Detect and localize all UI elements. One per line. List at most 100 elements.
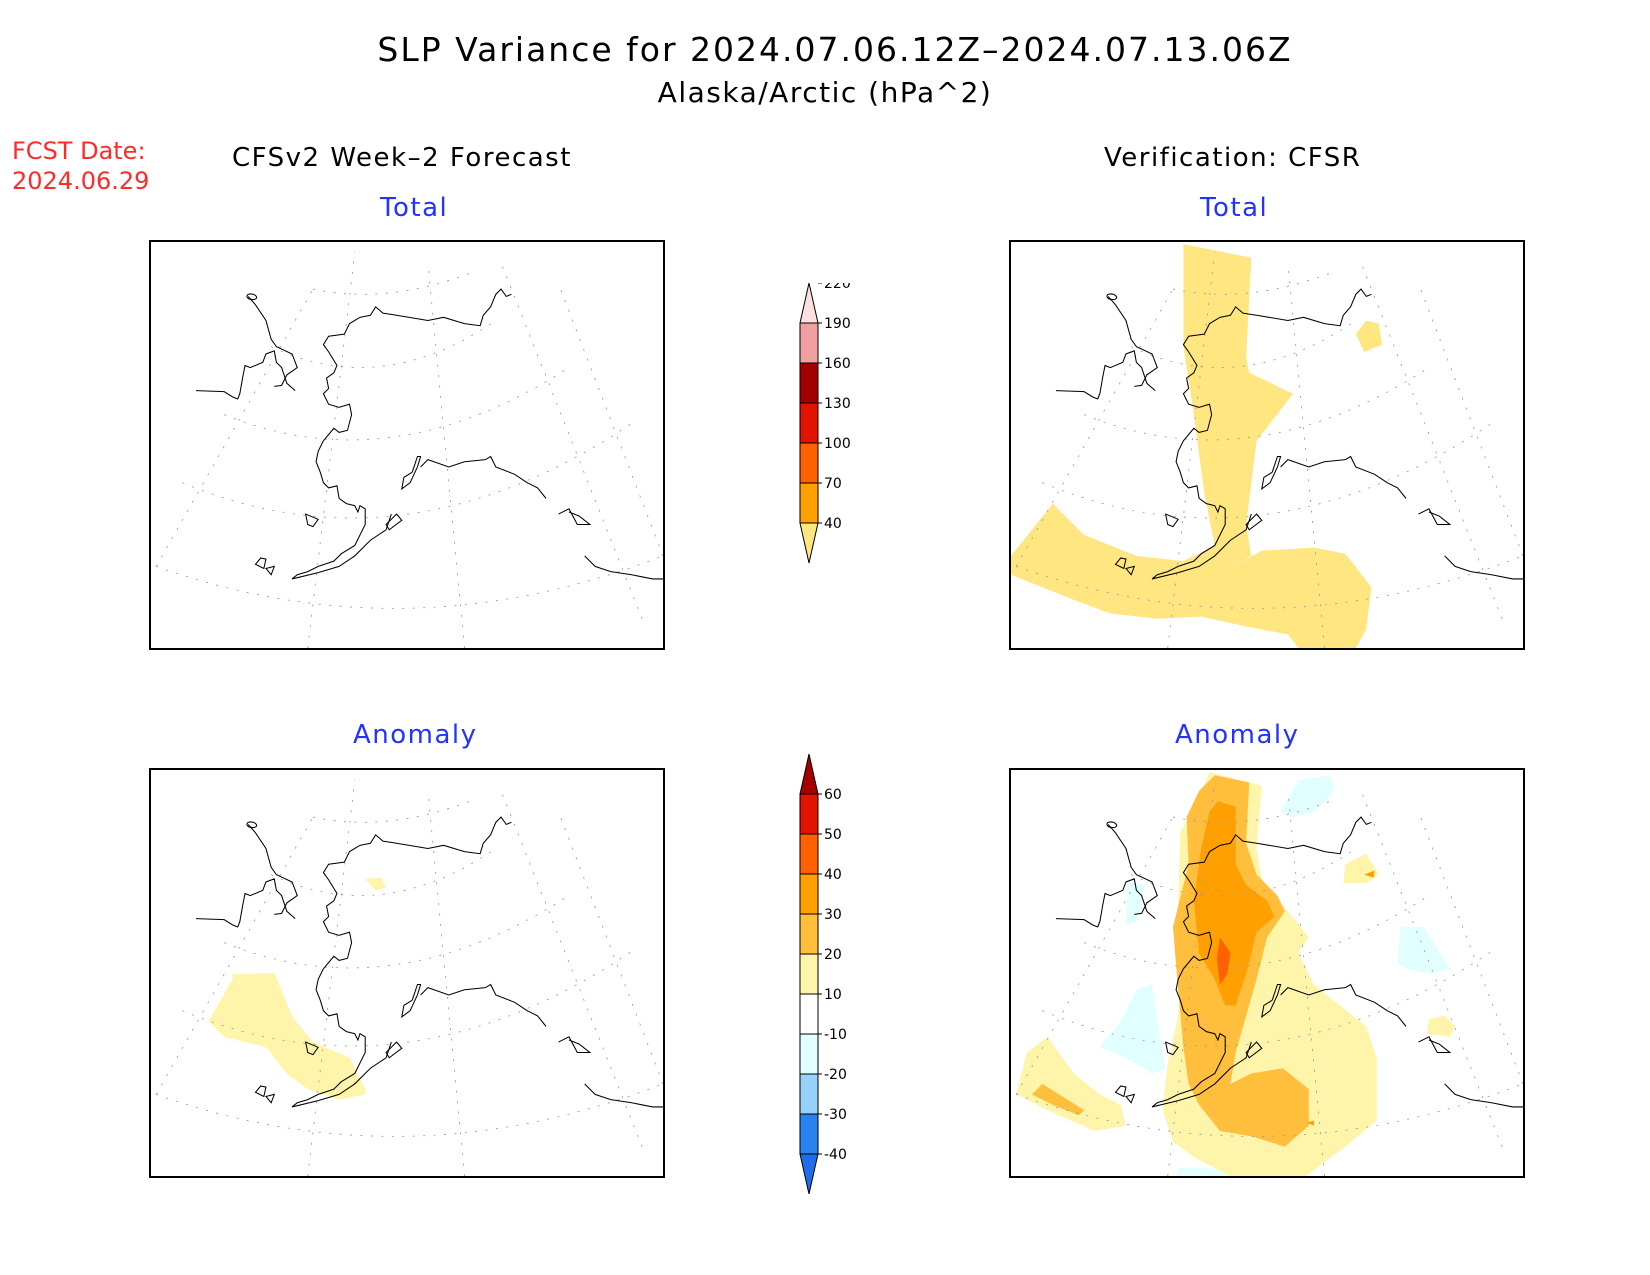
coastline-segment — [1182, 288, 1372, 379]
graticule-line — [1167, 252, 1216, 648]
coastline-segment — [322, 288, 512, 379]
coastline-segment — [195, 350, 296, 400]
coastline-segment — [246, 821, 258, 829]
coastline-segment — [291, 905, 392, 1108]
forecast-date-label: FCST Date: — [12, 137, 146, 165]
graticule-line — [1418, 283, 1523, 557]
contour-40-70 — [1355, 320, 1382, 352]
coastline — [195, 816, 663, 1108]
colorbar-anomaly-segment — [799, 953, 819, 995]
coastline — [1055, 816, 1523, 1108]
graticule-line — [1360, 262, 1503, 619]
coastline-segment — [558, 1036, 592, 1054]
colorbar-total-segment — [799, 442, 819, 484]
graticule-line — [427, 262, 465, 648]
coastline-segment — [1261, 983, 1282, 1019]
map-verification-total — [1011, 244, 1523, 648]
colorbar-anomaly-extend-top — [799, 753, 819, 795]
colorbar-anomaly-segment — [799, 1113, 819, 1155]
colorbar-anomaly-tick-label: 30 — [824, 907, 842, 923]
contour-30-40 — [1306, 1120, 1315, 1126]
coastline-segment — [1125, 1093, 1136, 1104]
colorbar-anomaly-segment — [799, 993, 819, 1035]
coastline-segment — [1151, 377, 1252, 580]
graticule — [155, 252, 663, 648]
colorbar-total-tick-label: 70 — [824, 476, 842, 492]
map-forecast-anomaly — [155, 780, 663, 1176]
colorbar-anomaly-tick-label: 40 — [824, 867, 842, 883]
graticule-line — [1167, 780, 1216, 1176]
coastline-segment — [304, 1041, 319, 1056]
colorbar-anomaly-segment — [799, 873, 819, 915]
graticule-line — [1287, 790, 1325, 1176]
contour-neg10-20 — [1099, 984, 1166, 1074]
colorbar-anomaly-segment — [799, 1033, 819, 1075]
colorbar-anomaly-extend-bottom — [799, 1153, 819, 1195]
graticule-line — [312, 800, 470, 823]
shading — [1011, 244, 1382, 648]
coastline-segment — [1106, 293, 1118, 301]
graticule-line — [223, 367, 570, 441]
graticule-line — [1015, 816, 1174, 1095]
graticule-line — [223, 895, 570, 969]
coastline-segment — [1106, 821, 1118, 829]
coastline-segment — [1055, 350, 1156, 400]
graticule-line — [1042, 419, 1498, 519]
colorbar-total-tick-label: 130 — [824, 396, 851, 412]
contour-neg10-20 — [1397, 926, 1450, 975]
map-forecast-total — [155, 252, 663, 648]
colorbar-anomaly-segment — [799, 1073, 819, 1115]
map-verification-anomaly — [1015, 772, 1523, 1176]
colorbar-total: 40 70 100 130 160 190 220 — [796, 276, 856, 608]
coastline-segment — [1280, 455, 1407, 499]
map-panel-verification-total — [1009, 240, 1525, 650]
coastline-segment — [291, 377, 392, 580]
coastline-segment — [1107, 296, 1158, 387]
panel-title-forecast-total: Total — [380, 193, 449, 223]
contour-10-20 — [1016, 1036, 1126, 1132]
coastline-segment — [1245, 1041, 1263, 1059]
coastline-segment — [1164, 513, 1179, 528]
contour-10-20 — [208, 973, 366, 1100]
column-header-forecast: CFSv2 Week–2 Forecast — [232, 143, 572, 173]
panel-title-verification-total: Total — [1200, 193, 1269, 223]
map-panel-forecast-anomaly — [149, 768, 665, 1178]
graticule-line — [155, 816, 314, 1095]
graticule-line — [156, 1083, 663, 1137]
coastline-segment — [1055, 878, 1156, 928]
map-panel-forecast-total — [149, 240, 665, 650]
colorbar-anomaly-tick-label: 10 — [824, 987, 842, 1003]
colorbar-anomaly-tick-label: 60 — [824, 787, 842, 803]
coastline-segment — [1107, 824, 1158, 915]
shading — [208, 877, 387, 1100]
coastline-segment — [1151, 905, 1252, 1108]
colorbar-total-tick-label: 100 — [824, 436, 851, 452]
coastline-segment — [385, 513, 403, 531]
graticule-line — [155, 288, 314, 567]
graticule-line — [500, 790, 643, 1147]
graticule-line — [182, 947, 638, 1047]
map-panel-verification-anomaly — [1009, 768, 1525, 1178]
coastline-segment — [1245, 513, 1263, 531]
coastline-segment — [1418, 1036, 1452, 1054]
colorbar-total-segment — [799, 362, 819, 404]
colorbar-anomaly-segment — [799, 913, 819, 955]
colorbar-total-extend-bottom — [799, 522, 819, 564]
coastline-segment — [584, 1083, 663, 1108]
contour-10-20 — [1426, 1015, 1456, 1037]
coastline-segment — [265, 1093, 276, 1104]
coastline-segment — [401, 455, 422, 491]
colorbar-anomaly: -40 -30 -20 -10 10 20 30 40 50 60 — [796, 752, 856, 1195]
colorbar-total-tick-label: 160 — [824, 356, 851, 372]
graticule-line — [1015, 288, 1174, 567]
figure-title: SLP Variance for 2024.07.06.12Z–2024.07.… — [377, 30, 1293, 69]
contour-10-20 — [1343, 853, 1379, 884]
graticule-line — [427, 790, 465, 1176]
contour-10-20 — [365, 877, 387, 891]
coastline-segment — [558, 508, 592, 526]
coastline-segment — [420, 455, 547, 499]
coastline-segment — [584, 555, 663, 580]
colorbar-total-graphic: 40 70 100 130 160 190 220 — [799, 276, 851, 564]
coastline-segment — [304, 513, 319, 528]
contour-40-70 — [1011, 244, 1372, 648]
